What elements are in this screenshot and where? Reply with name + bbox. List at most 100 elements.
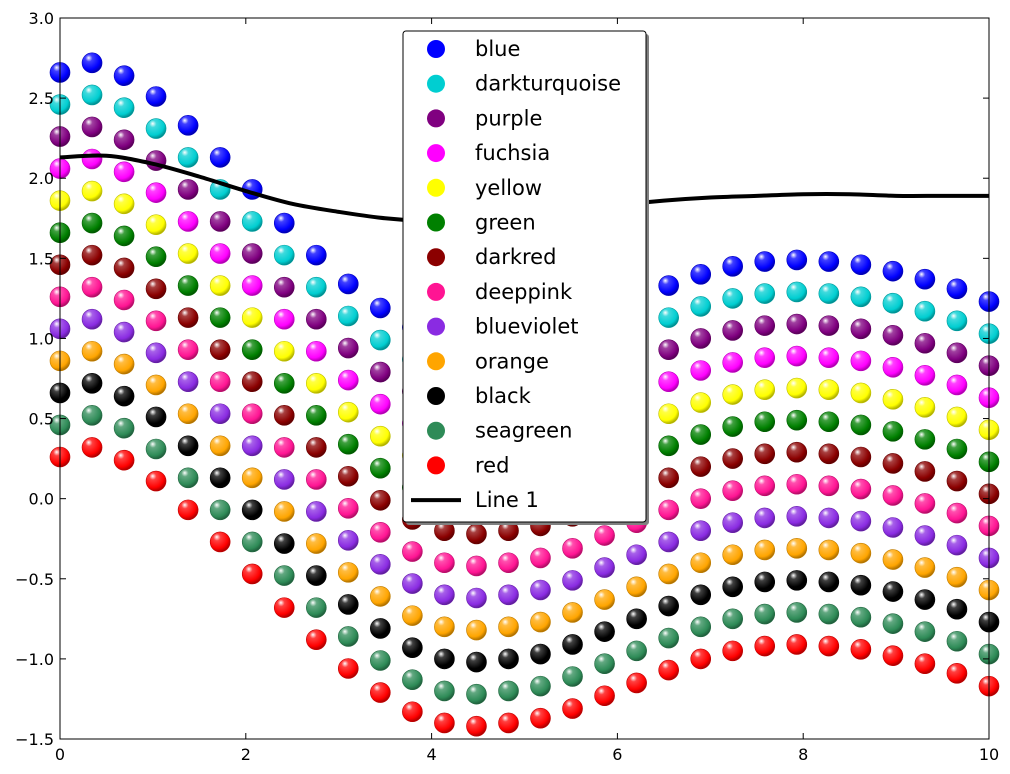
legend-label-fuchsia: fuchsia bbox=[475, 141, 550, 165]
marker-yellow bbox=[337, 401, 359, 423]
marker-deeppink bbox=[209, 371, 231, 393]
marker-blue bbox=[209, 147, 231, 168]
marker-black bbox=[818, 571, 840, 593]
legend-label-black: black bbox=[475, 384, 532, 408]
legend-marker-darkred bbox=[427, 248, 445, 267]
legend-marker-red bbox=[427, 456, 445, 475]
marker-blue bbox=[786, 249, 808, 271]
marker-blueviolet bbox=[273, 469, 295, 490]
marker-blueviolet bbox=[498, 584, 519, 606]
marker-yellow bbox=[241, 307, 263, 328]
marker-black bbox=[658, 595, 679, 617]
marker-darkred bbox=[946, 470, 968, 492]
marker-fuchsia bbox=[81, 148, 103, 170]
legend-label-orange: orange bbox=[475, 349, 549, 373]
marker-fuchsia bbox=[882, 356, 904, 378]
marker-blue bbox=[658, 275, 679, 296]
marker-seagreen bbox=[145, 438, 167, 460]
marker-seagreen bbox=[337, 626, 359, 647]
marker-blueviolet bbox=[370, 554, 391, 575]
marker-blueviolet bbox=[914, 525, 936, 546]
marker-darkturquoise bbox=[81, 84, 103, 106]
marker-blueviolet bbox=[562, 570, 583, 591]
marker-deeppink bbox=[81, 276, 103, 298]
marker-red bbox=[722, 640, 743, 662]
marker-green bbox=[818, 411, 840, 433]
marker-purple bbox=[690, 328, 712, 349]
marker-blueviolet bbox=[306, 501, 327, 522]
marker-green bbox=[113, 225, 135, 247]
marker-deeppink bbox=[337, 497, 359, 519]
marker-orange bbox=[882, 549, 904, 570]
marker-green bbox=[946, 438, 968, 460]
marker-deeppink bbox=[658, 499, 679, 521]
marker-orange bbox=[818, 539, 840, 561]
marker-darkred bbox=[754, 443, 776, 465]
legend-box bbox=[402, 30, 647, 523]
marker-purple bbox=[946, 342, 968, 364]
marker-orange bbox=[434, 616, 455, 638]
marker-yellow bbox=[722, 384, 743, 405]
marker-fuchsia bbox=[754, 347, 776, 368]
marker-blue bbox=[882, 260, 904, 282]
marker-fuchsia bbox=[946, 374, 968, 396]
marker-black bbox=[402, 637, 423, 658]
legend-marker-purple bbox=[427, 109, 445, 128]
marker-seagreen bbox=[402, 669, 423, 691]
marker-yellow bbox=[81, 180, 103, 202]
marker-blueviolet bbox=[241, 435, 263, 457]
legend-label-yellow: yellow bbox=[475, 176, 542, 200]
marker-seagreen bbox=[209, 499, 231, 521]
marker-blue bbox=[306, 244, 327, 266]
marker-black bbox=[626, 608, 647, 630]
marker-yellow bbox=[370, 425, 391, 447]
marker-blueviolet bbox=[626, 544, 647, 566]
marker-green bbox=[370, 457, 391, 479]
y-tick-label: 2.5 bbox=[29, 89, 54, 108]
marker-fuchsia bbox=[177, 211, 199, 232]
marker-red bbox=[882, 645, 904, 666]
marker-deeppink bbox=[177, 339, 199, 360]
marker-deeppink bbox=[370, 522, 391, 543]
marker-yellow bbox=[882, 389, 904, 410]
marker-purple bbox=[209, 211, 231, 232]
marker-seagreen bbox=[914, 621, 936, 642]
marker-fuchsia bbox=[818, 347, 840, 368]
legend-marker-blueviolet bbox=[427, 317, 445, 336]
marker-darkturquoise bbox=[370, 329, 391, 351]
marker-darkred bbox=[81, 244, 103, 266]
marker-black bbox=[690, 584, 712, 606]
marker-black bbox=[306, 565, 327, 586]
marker-red bbox=[786, 634, 808, 655]
marker-darkturquoise bbox=[722, 288, 743, 309]
marker-blue bbox=[722, 256, 743, 277]
marker-orange bbox=[594, 589, 615, 610]
marker-blue bbox=[690, 264, 712, 285]
marker-deeppink bbox=[113, 289, 135, 311]
marker-orange bbox=[402, 605, 423, 626]
marker-red bbox=[754, 635, 776, 657]
marker-darkturquoise bbox=[818, 283, 840, 304]
marker-darkred bbox=[145, 278, 167, 300]
marker-blueviolet bbox=[466, 587, 487, 609]
legend-label-darkred: darkred bbox=[475, 245, 556, 269]
marker-orange bbox=[466, 619, 487, 641]
marker-red bbox=[113, 449, 135, 471]
marker-blueviolet bbox=[882, 517, 904, 538]
marker-fuchsia bbox=[306, 340, 327, 362]
marker-deeppink bbox=[434, 552, 455, 574]
legend-label-deeppink: deeppink bbox=[475, 280, 573, 304]
marker-darkred bbox=[370, 489, 391, 511]
marker-darkred bbox=[241, 371, 263, 393]
marker-blueviolet bbox=[850, 510, 872, 532]
marker-yellow bbox=[786, 377, 808, 399]
marker-orange bbox=[690, 552, 712, 574]
marker-orange bbox=[370, 586, 391, 607]
x-tick-label: 0 bbox=[55, 745, 65, 764]
marker-seagreen bbox=[498, 680, 519, 702]
marker-red bbox=[145, 470, 167, 492]
marker-fuchsia bbox=[209, 243, 231, 264]
marker-red bbox=[594, 685, 615, 707]
legend: blue darkturquoise purple fuchsia yellow gree… bbox=[402, 30, 649, 525]
marker-red bbox=[498, 712, 519, 734]
